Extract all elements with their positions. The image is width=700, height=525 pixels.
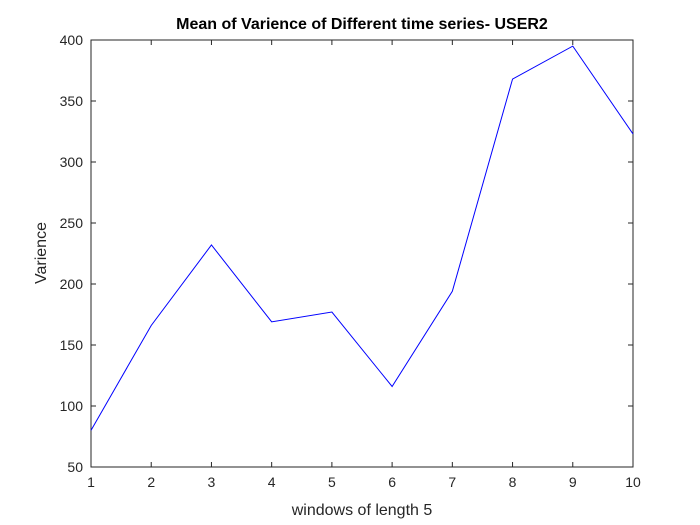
y-axis-ticks: 50 100 150 200 250 300 350 400 (60, 32, 633, 475)
x-tick-label: 1 (87, 474, 95, 490)
y-tick-label: 200 (60, 276, 84, 292)
x-tick-label: 8 (509, 474, 517, 490)
x-tick-label: 6 (388, 474, 396, 490)
plot-frame (90, 39, 634, 468)
x-axis-ticks: 1 2 3 4 5 6 7 8 9 10 (87, 40, 641, 490)
x-tick-label: 4 (268, 474, 276, 490)
y-tick-label: 100 (60, 398, 84, 414)
x-tick-label: 5 (328, 474, 336, 490)
x-tick-label: 9 (569, 474, 577, 490)
x-tick-label: 3 (208, 474, 216, 490)
plot-area (90, 39, 634, 468)
x-tick-label: 7 (448, 474, 456, 490)
y-tick-label: 300 (60, 154, 84, 170)
series-line (90, 45, 634, 431)
y-tick-label: 150 (60, 337, 84, 353)
x-tick-label: 10 (625, 474, 641, 490)
x-axis-label: windows of length 5 (291, 502, 433, 519)
y-tick-label: 50 (67, 459, 83, 475)
chart-title: Mean of Varience of Different time serie… (176, 16, 548, 33)
chart-marks (90, 45, 634, 431)
y-tick-label: 350 (60, 93, 84, 109)
y-axis-label: Varience (33, 222, 50, 284)
y-tick-label: 400 (60, 32, 84, 48)
x-tick-label: 2 (147, 474, 155, 490)
y-tick-label: 250 (60, 215, 84, 231)
